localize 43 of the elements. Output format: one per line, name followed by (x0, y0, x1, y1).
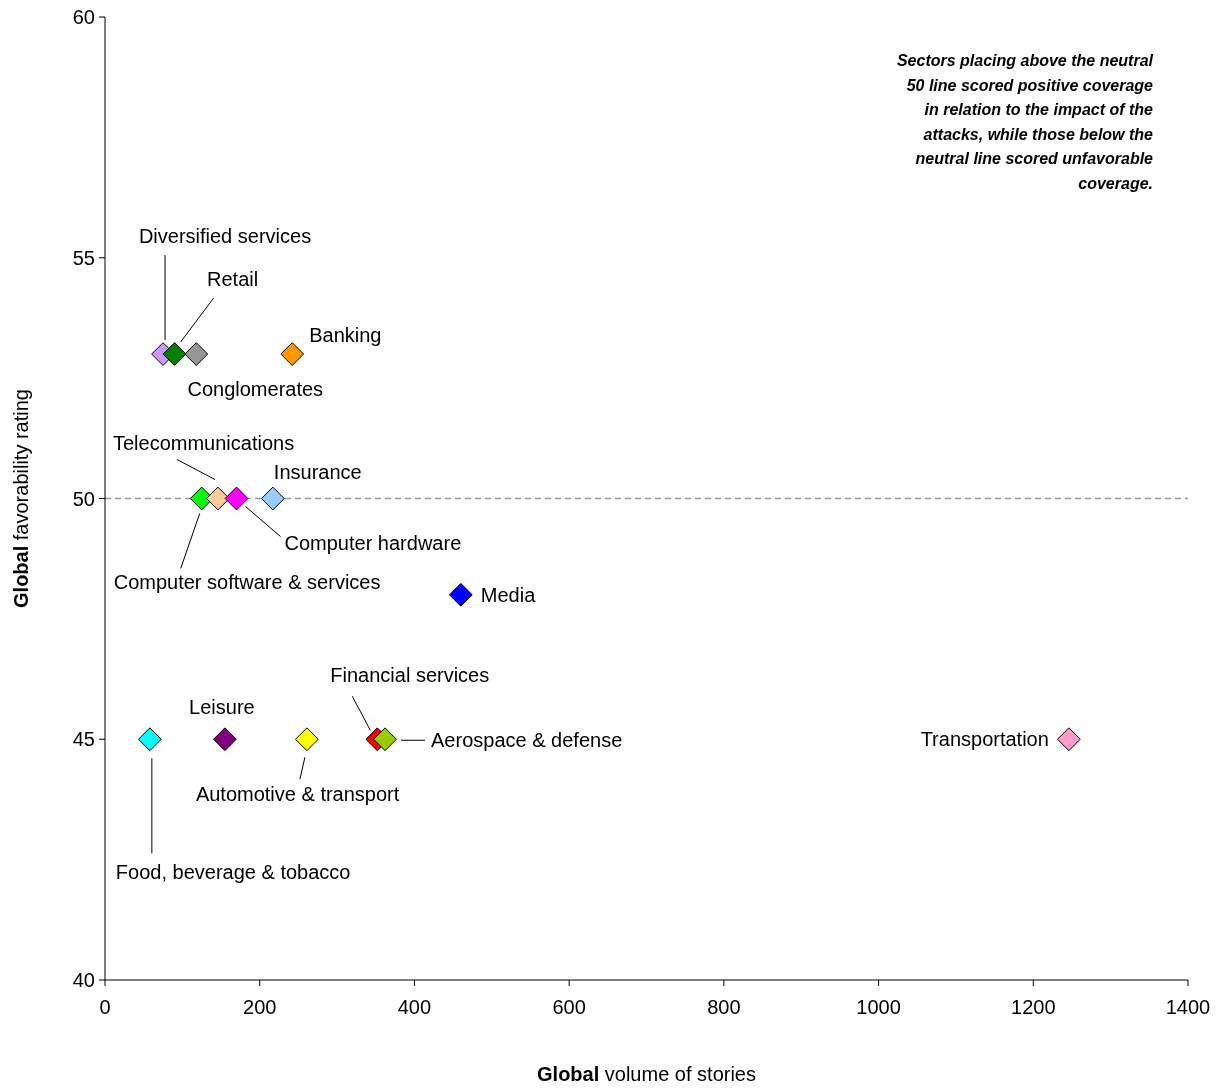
point (448, 582, 473, 607)
text: Financial services (330, 664, 490, 687)
series-label: Transportation (920, 728, 1049, 751)
text: Computer hardware (284, 531, 462, 554)
point (295, 727, 319, 752)
text: Diversified services (138, 225, 312, 248)
point (224, 486, 249, 511)
y-axis-title: Global favorability rating (10, 389, 32, 608)
y-tick-label: 50 (72, 487, 95, 510)
x-tick-label: 200 (243, 996, 277, 1018)
point (260, 486, 285, 511)
point (1056, 727, 1081, 752)
series-label: Conglomerates (187, 378, 324, 401)
point (373, 727, 397, 752)
x-axis-title: Global volume of stories (537, 1063, 756, 1085)
point (206, 486, 230, 511)
series-label: Leisure (189, 696, 255, 719)
series-label: Media (480, 583, 537, 606)
y-tick-label: 60 (72, 6, 95, 28)
text: Food, beverage & tobacco (115, 861, 351, 884)
point (280, 342, 305, 366)
text: Automotive & transport (195, 783, 400, 806)
point (162, 342, 187, 366)
legend-label: Aerospace & defense (431, 729, 623, 752)
x-tick-label: 400 (397, 996, 432, 1018)
y-tick-label: 45 (72, 728, 95, 751)
x-tick-label: 0 (99, 996, 111, 1018)
text: Retail (207, 268, 259, 291)
series-label: Banking (309, 324, 382, 347)
point (213, 727, 237, 752)
x-tick-label: 1000 (856, 996, 901, 1018)
annotation: Sectors placing above the neutral 50 line scored positive coverage in relation to the impact of the attacks, while those below the neutral line scored unfavorable coverage. (896, 52, 1154, 192)
x-tick-label: 600 (552, 996, 586, 1018)
x-tick-label: 1200 (1011, 996, 1056, 1018)
text: Telecommunications (112, 431, 295, 454)
text: Computer software & services (113, 570, 381, 593)
y-tick-label: 40 (72, 969, 95, 991)
point (137, 727, 162, 752)
x-tick-label: 1400 (1165, 996, 1211, 1018)
point (184, 342, 209, 366)
x-tick-label: 800 (707, 996, 741, 1018)
y-tick-label: 55 (72, 246, 95, 269)
series-label: Insurance (273, 460, 362, 483)
